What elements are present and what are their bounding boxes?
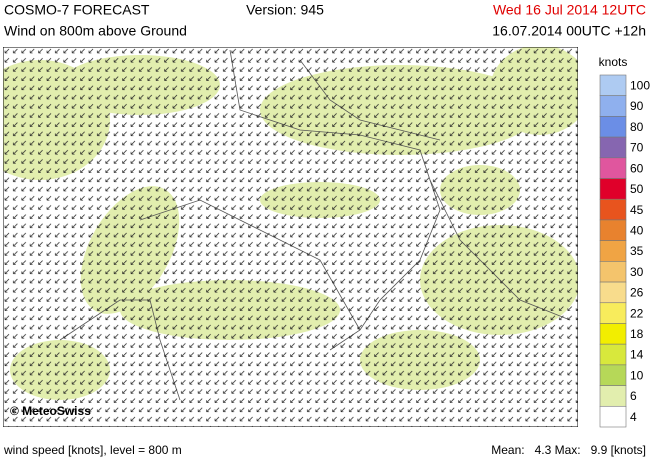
legend-label: 6 bbox=[630, 389, 637, 403]
legend-swatch bbox=[599, 385, 627, 407]
legend-swatch bbox=[599, 136, 627, 159]
map: © MeteoSwiss bbox=[3, 47, 578, 427]
legend-swatch bbox=[599, 219, 627, 241]
legend: knots 100 90 80 70 60 50 45 40 35 30 26 22 18 14 10 6 4 bbox=[599, 55, 650, 428]
legend-swatch bbox=[599, 74, 627, 97]
legend-label: 35 bbox=[630, 244, 644, 258]
title: COSMO-7 FORECAST bbox=[4, 2, 150, 18]
legend-swatch bbox=[599, 364, 627, 386]
legend-label: 100 bbox=[630, 79, 650, 93]
legend-label: 60 bbox=[630, 161, 644, 175]
legend-label: 14 bbox=[630, 348, 644, 362]
legend-swatch bbox=[599, 405, 627, 428]
legend-swatch bbox=[599, 95, 627, 117]
version: Version: 945 bbox=[246, 2, 324, 18]
subtitle: Wind on 800m above Ground bbox=[4, 23, 187, 39]
legend-label: 50 bbox=[630, 182, 644, 196]
legend-label: 18 bbox=[630, 327, 644, 341]
legend-label: 22 bbox=[630, 306, 644, 320]
footer-field: wind speed [knots], level = 800 m bbox=[3, 443, 182, 457]
copyright: © MeteoSwiss bbox=[10, 404, 91, 418]
legend-label: 80 bbox=[630, 120, 644, 134]
legend-swatch bbox=[599, 157, 627, 179]
legend-label: 26 bbox=[630, 286, 644, 300]
legend-swatch bbox=[599, 178, 627, 200]
legend-swatch bbox=[599, 302, 627, 324]
legend-swatch bbox=[599, 343, 627, 366]
run-time: 16.07.2014 00UTC +12h bbox=[492, 23, 646, 39]
legend-swatch bbox=[599, 323, 627, 345]
legend-swatch bbox=[599, 198, 627, 221]
legend-label: 10 bbox=[630, 368, 644, 382]
legend-swatch bbox=[599, 240, 627, 262]
legend-label: 45 bbox=[630, 203, 644, 217]
legend-label: 70 bbox=[630, 141, 644, 155]
legend-label: 30 bbox=[630, 265, 644, 279]
legend-unit: knots bbox=[599, 55, 628, 69]
valid-time: Wed 16 Jul 2014 12UTC bbox=[493, 2, 646, 18]
legend-label: 40 bbox=[630, 223, 644, 237]
legend-swatch bbox=[599, 116, 627, 138]
legend-swatch bbox=[599, 261, 627, 283]
legend-label: 4 bbox=[630, 410, 637, 424]
wind-arrows bbox=[3, 47, 578, 427]
legend-label: 90 bbox=[630, 99, 644, 113]
legend-swatch bbox=[599, 281, 627, 304]
footer-stats: Mean: 4.3 Max: 9.9 [knots] bbox=[491, 443, 646, 457]
